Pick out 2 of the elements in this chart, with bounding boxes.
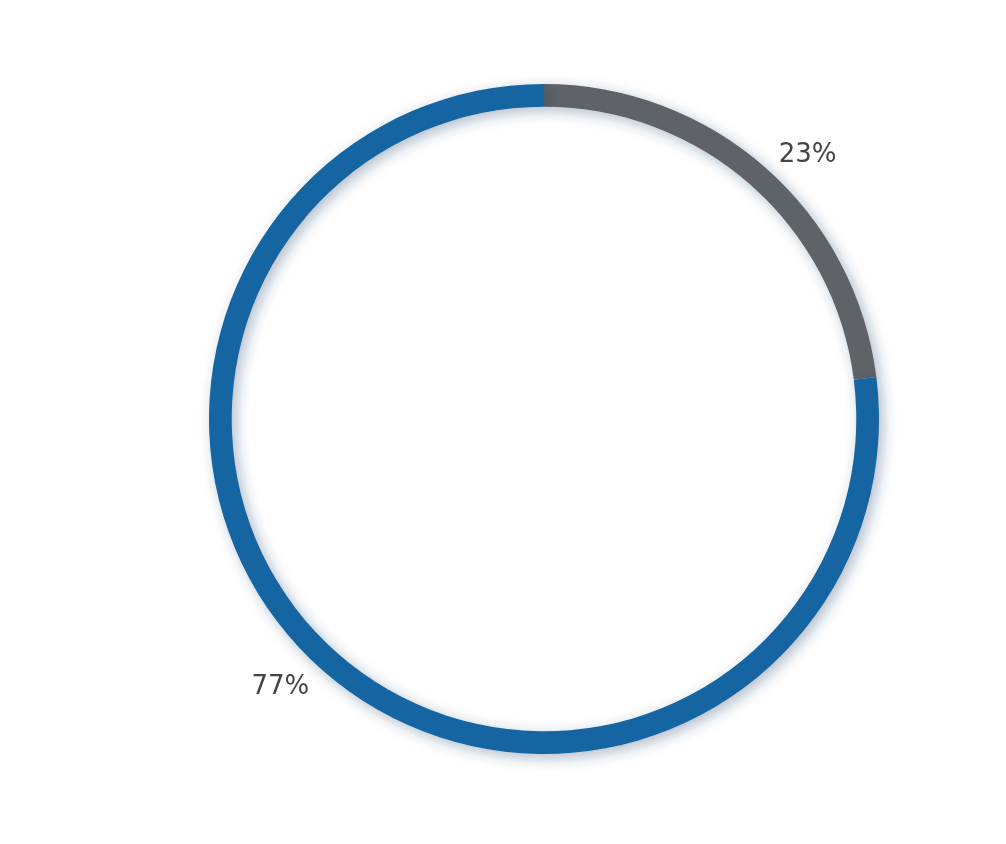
- data-label: 23%: [778, 137, 837, 168]
- data-label: 77%: [251, 670, 310, 701]
